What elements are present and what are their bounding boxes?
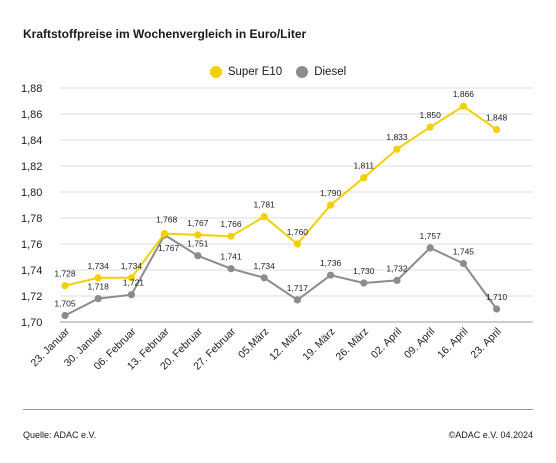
data-point-diesel (94, 295, 102, 303)
source-note: Quelle: ADAC e.V. (23, 430, 97, 440)
legend-label-diesel: Diesel (314, 66, 347, 78)
data-point-diesel (393, 276, 401, 284)
data-label-super-e10: 1,734 (121, 261, 143, 271)
data-point-super-e10 (227, 232, 235, 240)
data-point-diesel (493, 305, 501, 313)
data-label-super-e10: 1,728 (54, 269, 76, 279)
data-label-diesel: 1,751 (187, 239, 209, 249)
data-point-super-e10 (61, 282, 69, 290)
data-point-diesel (227, 265, 235, 273)
data-label-diesel: 1,734 (254, 261, 276, 271)
data-point-super-e10 (459, 102, 467, 110)
y-tick-label: 1,70 (21, 317, 42, 329)
chart-legend: Super E10 Diesel (0, 66, 556, 78)
data-label-super-e10: 1,833 (386, 132, 408, 142)
line-chart: 1,70 1,72 1,74 1,76 1,78 1,80 1,82 1,84 1,86 1,88… (21, 83, 533, 373)
data-point-super-e10 (94, 274, 102, 282)
data-point-diesel (127, 291, 135, 299)
legend-label-super-e10: Super E10 (227, 66, 283, 78)
data-point-super-e10 (293, 240, 301, 248)
data-label-super-e10: 1,866 (453, 89, 475, 99)
data-label-super-e10: 1,760 (287, 227, 309, 237)
data-label-super-e10: 1,811 (353, 161, 374, 171)
data-label-diesel: 1,736 (320, 258, 342, 268)
data-point-diesel (293, 296, 301, 304)
data-label-diesel: 1,710 (486, 292, 508, 302)
data-label-diesel: 1,721 (123, 278, 145, 288)
series-line-super-e10 (64, 105, 498, 287)
x-tick-label: 12. März (267, 326, 304, 363)
y-tick-label: 1,86 (21, 109, 42, 121)
data-point-super-e10 (426, 123, 434, 131)
data-point-diesel (360, 279, 368, 287)
data-label-diesel: 1,767 (158, 243, 180, 253)
x-tick-label: 19. März (300, 326, 337, 363)
data-label-super-e10: 1,781 (254, 200, 276, 210)
data-point-diesel (459, 259, 467, 268)
y-tick-label: 1,88 (21, 83, 42, 95)
y-tick-label: 1,72 (21, 291, 42, 303)
data-label-diesel: 1,705 (54, 299, 76, 309)
data-label-diesel: 1,745 (453, 247, 475, 257)
legend-marker-diesel (296, 66, 309, 78)
data-label-diesel: 1,741 (220, 252, 242, 262)
y-tick-label: 1,80 (21, 187, 42, 199)
footer-divider (23, 409, 533, 410)
x-tick-label: 05.März (236, 326, 271, 361)
y-tick-label: 1,74 (21, 265, 42, 277)
data-point-diesel (194, 252, 202, 260)
legend-item-super-e10: Super E10 (209, 66, 283, 78)
legend-item-diesel: Diesel (296, 66, 346, 78)
data-label-diesel: 1,732 (386, 263, 408, 273)
data-label-diesel: 1,757 (420, 231, 442, 241)
data-point-super-e10 (327, 201, 335, 209)
data-label-diesel: 1,717 (287, 283, 309, 293)
data-point-super-e10 (161, 230, 169, 238)
x-tick-label: 02. April (369, 326, 404, 361)
data-label-super-e10: 1,850 (420, 110, 442, 120)
data-point-super-e10 (493, 126, 501, 134)
data-label-super-e10: 1,767 (187, 218, 209, 228)
y-tick-label: 1,78 (21, 213, 42, 225)
data-point-diesel (426, 244, 434, 252)
data-label-super-e10: 1,790 (320, 188, 342, 198)
data-label-super-e10: 1,734 (88, 261, 110, 271)
x-tick-label: 23. April (468, 326, 503, 361)
x-tick-label: 09. April (402, 326, 437, 361)
copyright-note: ©ADAC e.V. 04.2024 (448, 430, 533, 440)
data-point-diesel (260, 274, 268, 282)
chart-title: Kraftstoffpreise im Wochenvergleich in E… (23, 27, 307, 41)
data-label-super-e10: 1,766 (220, 219, 242, 229)
y-tick-label: 1,82 (21, 161, 42, 173)
y-tick-label: 1,84 (21, 135, 42, 147)
x-tick-label: 16. April (435, 326, 470, 361)
data-point-super-e10 (393, 145, 401, 153)
legend-marker-super-e10 (209, 66, 222, 78)
data-point-super-e10 (194, 231, 202, 239)
data-label-diesel: 1,718 (88, 282, 110, 292)
data-point-super-e10 (360, 174, 368, 182)
data-label-super-e10: 1,768 (156, 215, 178, 225)
y-tick-label: 1,76 (21, 239, 42, 251)
data-point-diesel (61, 311, 69, 320)
data-point-super-e10 (260, 213, 268, 221)
series-line-diesel (64, 233, 498, 317)
data-point-super-e10 (127, 274, 135, 282)
data-point-diesel (327, 271, 335, 279)
data-label-diesel: 1,730 (353, 266, 375, 276)
x-tick-label: 26. März (334, 326, 371, 363)
data-label-super-e10: 1,848 (486, 113, 508, 123)
